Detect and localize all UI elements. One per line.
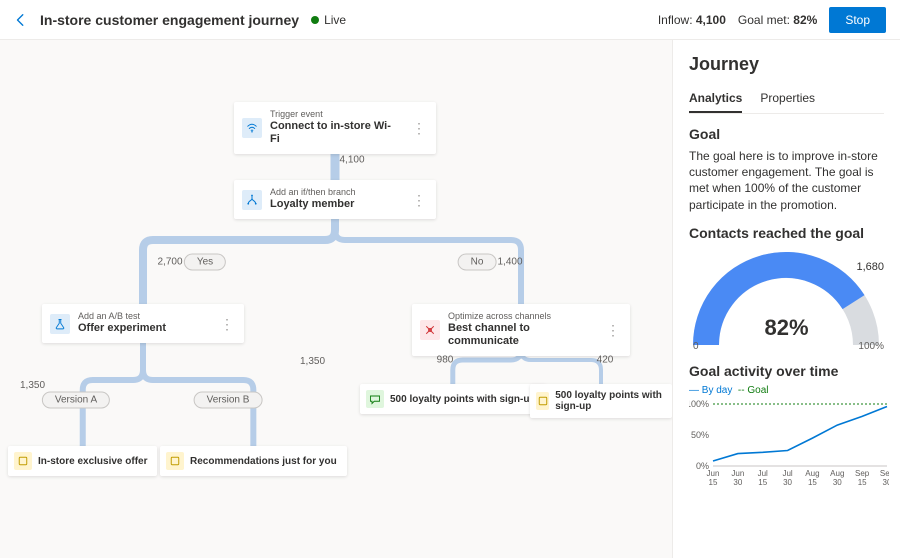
page-title: In-store customer engagement journey	[40, 12, 299, 28]
gauge-heading: Contacts reached the goal	[689, 225, 884, 241]
svg-text:Jul: Jul	[758, 469, 768, 478]
node-trigger[interactable]: Trigger eventConnect to in-store Wi-Fi ⋮	[234, 102, 436, 154]
flask-icon	[50, 314, 70, 334]
svg-text:Jun: Jun	[731, 469, 744, 478]
inflow-value: 4,100	[696, 13, 726, 27]
back-arrow-icon[interactable]	[14, 13, 28, 27]
svg-text:50%: 50%	[691, 430, 709, 440]
sidebar: Journey Analytics Properties Goal The go…	[672, 40, 900, 558]
node-leaf-c[interactable]: 500 loyalty points with sign-up	[360, 384, 546, 414]
legend-byday: By day	[702, 385, 733, 396]
goalmet-metric: Goal met: 82%	[738, 13, 817, 27]
svg-text:15: 15	[758, 478, 767, 487]
node-sup: Optimize across channels	[448, 312, 592, 322]
node-leaf-b[interactable]: Recommendations just for you	[160, 446, 347, 476]
stop-button[interactable]: Stop	[829, 7, 886, 33]
node-branch[interactable]: Add an if/then branchLoyalty member ⋮	[234, 180, 436, 219]
gauge-percent: 82%	[689, 315, 884, 341]
svg-text:Sep: Sep	[855, 469, 870, 478]
gauge-max: 100%	[858, 341, 884, 352]
svg-text:Sep: Sep	[880, 469, 889, 478]
version-a-label: Version A	[42, 392, 110, 409]
node-label: Loyalty member	[270, 198, 356, 211]
count-opt-right: 420	[597, 355, 614, 366]
more-icon[interactable]: ⋮	[592, 325, 620, 335]
status-dot-icon	[311, 16, 319, 24]
count-opt-left: 980	[437, 355, 454, 366]
top-bar: In-store customer engagement journey Liv…	[0, 0, 900, 40]
node-sup: Trigger event	[270, 110, 398, 120]
node-label: 500 loyalty points with sign-up	[390, 394, 536, 405]
node-label: Best channel to communicate	[448, 322, 592, 348]
goal-heading: Goal	[689, 126, 884, 142]
svg-text:Aug: Aug	[830, 469, 844, 478]
tile-icon	[14, 452, 32, 470]
svg-text:100%: 100%	[689, 400, 709, 409]
more-icon[interactable]: ⋮	[206, 319, 234, 329]
node-label: 500 loyalty points with sign-up	[555, 390, 662, 412]
sidebar-tabs: Analytics Properties	[689, 85, 884, 114]
node-leaf-a[interactable]: In-store exclusive offer	[8, 446, 157, 476]
more-icon[interactable]: ⋮	[398, 123, 426, 133]
gauge: 82% 0 100% 1,680	[689, 247, 884, 357]
svg-text:Aug: Aug	[805, 469, 819, 478]
svg-text:30: 30	[733, 478, 742, 487]
version-b-label: Version B	[194, 392, 263, 409]
goalmet-label: Goal met:	[738, 13, 790, 27]
gauge-count: 1,680	[856, 261, 884, 273]
chart-heading: Goal activity over time	[689, 363, 884, 379]
journey-canvas[interactable]: Trigger eventConnect to in-store Wi-Fi ⋮…	[0, 40, 672, 558]
branch-label-no: No	[458, 254, 497, 271]
branch-icon	[242, 190, 262, 210]
node-label: Offer experiment	[78, 322, 166, 335]
node-optimize[interactable]: Optimize across channelsBest channel to …	[412, 304, 630, 356]
tile-icon	[166, 452, 184, 470]
tile-icon	[536, 392, 549, 410]
svg-text:Jun: Jun	[707, 469, 720, 478]
line-chart: 0%50%100%Jun15Jun30Jul15Jul30Aug15Aug30S…	[689, 400, 889, 492]
svg-text:15: 15	[808, 478, 817, 487]
node-leaf-d[interactable]: 500 loyalty points with sign-up	[530, 384, 672, 418]
count-version-a: 1,350	[20, 380, 45, 391]
count-version-b: 1,350	[300, 356, 325, 367]
node-label: Connect to in-store Wi-Fi	[270, 120, 398, 146]
svg-text:15: 15	[709, 478, 718, 487]
node-sup: Add an A/B test	[78, 312, 166, 322]
svg-text:Jul: Jul	[782, 469, 792, 478]
count-root: 4,100	[339, 155, 364, 166]
inflow-metric: Inflow: 4,100	[658, 13, 726, 27]
gauge-min: 0	[693, 341, 699, 352]
svg-text:30: 30	[833, 478, 842, 487]
count-yes: 2,700	[157, 257, 182, 268]
tab-analytics[interactable]: Analytics	[689, 85, 742, 113]
message-icon	[366, 390, 384, 408]
sidebar-heading: Journey	[689, 54, 884, 75]
node-label: Recommendations just for you	[190, 456, 337, 467]
more-icon[interactable]: ⋮	[398, 195, 426, 205]
node-sup: Add an if/then branch	[270, 188, 356, 198]
status-label: Live	[324, 13, 346, 27]
inflow-label: Inflow:	[658, 13, 693, 27]
svg-text:15: 15	[858, 478, 867, 487]
goalmet-value: 82%	[793, 13, 817, 27]
optimize-icon	[420, 320, 440, 340]
activity-chart: — By day -- Goal 0%50%100%Jun15Jun30Jul1…	[689, 385, 884, 492]
legend-goal: Goal	[747, 385, 768, 396]
branch-label-yes: Yes	[184, 254, 226, 271]
count-no: 1,400	[497, 257, 522, 268]
svg-text:30: 30	[883, 478, 889, 487]
goal-text: The goal here is to improve in-store cus…	[689, 148, 884, 213]
wifi-icon	[242, 118, 262, 138]
chart-legend: — By day -- Goal	[689, 385, 884, 396]
node-abtest[interactable]: Add an A/B testOffer experiment ⋮	[42, 304, 244, 343]
svg-text:30: 30	[783, 478, 792, 487]
node-label: In-store exclusive offer	[38, 456, 147, 467]
tab-properties[interactable]: Properties	[760, 85, 815, 113]
